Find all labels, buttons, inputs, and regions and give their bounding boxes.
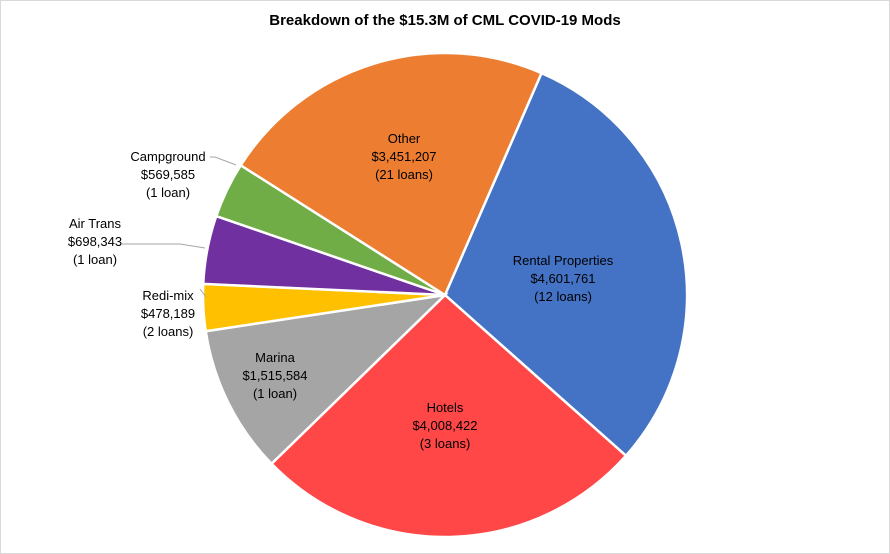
leader-line (210, 156, 237, 166)
chart-title: Breakdown of the $15.3M of CML COVID-19 … (269, 12, 621, 29)
pie-slice-hotels (269, 293, 628, 539)
data-label-name: Redi-mix (142, 288, 194, 303)
data-label-name: Hotels (427, 400, 464, 415)
data-label-count-label: (3 loans) (420, 436, 471, 451)
leader-line (199, 288, 207, 298)
data-label-count-label: (1 loan) (146, 185, 190, 200)
data-label-count-label: (2 loans) (143, 324, 194, 339)
data-label-count-label: (12 loans) (534, 289, 592, 304)
data-label-count-label: (1 loan) (253, 386, 297, 401)
data-label-value-label: $1,515,584 (242, 368, 307, 383)
pie-slice-marina (204, 293, 449, 466)
leader-line (122, 243, 206, 249)
data-label-name: Marina (255, 350, 296, 365)
data-label-name: Other (388, 131, 421, 146)
data-label-value-label: $569,585 (141, 167, 195, 182)
data-label-value-label: $698,343 (68, 234, 122, 249)
data-label-name: Rental Properties (513, 253, 614, 268)
data-label-value-label: $4,601,761 (530, 271, 595, 286)
data-label-count-label: (1 loan) (73, 252, 117, 267)
data-label-value-label: $478,189 (141, 306, 195, 321)
data-label-name: Campground (130, 149, 205, 164)
data-label-value-label: $4,008,422 (412, 418, 477, 433)
pie-slice-other (238, 51, 544, 297)
pie-slice-rental-properties (443, 71, 689, 458)
data-label-count-label: (21 loans) (375, 167, 433, 182)
data-label-value-label: $3,451,207 (371, 149, 436, 164)
data-label-name: Air Trans (69, 216, 122, 231)
